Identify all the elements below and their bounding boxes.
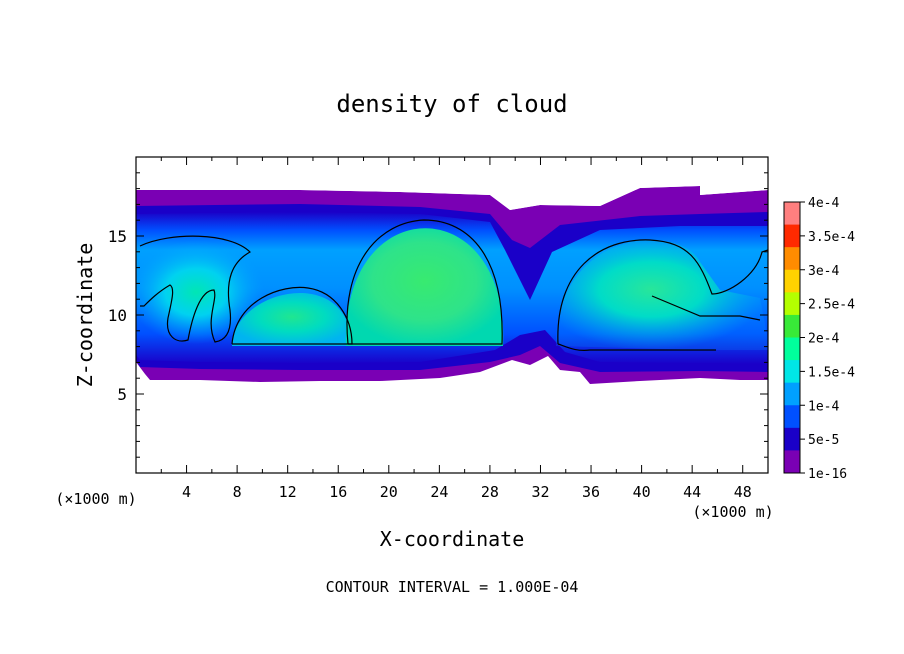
colorbar-label: 5e-5 (808, 433, 839, 448)
colorbar-label: 4e-4 (808, 196, 839, 211)
x-tick-label: 28 (481, 483, 499, 501)
x-tick-labels: 4 8 12 16 20 24 28 32 36 40 44 48 (182, 483, 752, 501)
x-unit-left: (×1000 m) (55, 490, 136, 508)
x-tick-label: 48 (734, 483, 752, 501)
x-tick-label: 40 (633, 483, 651, 501)
colorbar-label: 2.5e-4 (808, 298, 855, 313)
cloud-gap-top (136, 157, 768, 210)
colorbar-label: 1e-4 (808, 399, 839, 414)
colorbar-swatch (784, 224, 800, 248)
colorbar-label: 1e-16 (808, 467, 847, 482)
colorbar-swatch (784, 337, 800, 361)
contour-low-dome (231, 286, 353, 345)
x-unit-right: (×1000 m) (692, 503, 773, 521)
x-tick-label: 20 (380, 483, 398, 501)
y-tick-labels: 5 10 15 (108, 227, 127, 404)
y-axis-label: Z-coordinate (73, 243, 97, 388)
y-tick-label: 15 (108, 227, 127, 246)
cell-right-fill (556, 239, 768, 350)
x-tick-label: 36 (582, 483, 600, 501)
density-field (136, 157, 768, 473)
colorbar-swatch (784, 450, 800, 474)
colorbar-swatch (784, 382, 800, 406)
colorbar-swatch (784, 314, 800, 338)
colorbar-swatch (784, 360, 800, 384)
x-tick-label: 16 (329, 483, 347, 501)
axis-ticks (135, 157, 769, 473)
x-tick-label: 24 (430, 483, 448, 501)
colorbar-label: 3e-4 (808, 264, 839, 279)
colorbar-swatch (784, 269, 800, 293)
x-tick-label: 8 (233, 483, 242, 501)
colorbar (783, 201, 805, 474)
colorbar-swatch (784, 405, 800, 429)
colorbar-swatch (784, 247, 800, 271)
y-tick-label: 5 (117, 385, 127, 404)
contour-right (557, 239, 768, 351)
x-tick-label: 32 (531, 483, 549, 501)
contour-big-dome (346, 219, 503, 345)
cell-low-dome-fill (232, 292, 352, 346)
contour-interval-note: CONTOUR INTERVAL = 1.000E-04 (326, 578, 579, 596)
y-tick-label: 10 (108, 306, 127, 325)
x-axis-label: X-coordinate (380, 527, 525, 551)
cloud-gap (500, 360, 590, 473)
chart-title: density of cloud (336, 90, 567, 118)
colorbar-label: 1.5e-4 (808, 365, 855, 380)
x-tick-label: 44 (683, 483, 701, 501)
colorbar-swatch (784, 292, 800, 316)
colorbar-label: 2e-4 (808, 332, 839, 347)
x-tick-label: 4 (182, 483, 191, 501)
x-tick-label: 12 (279, 483, 297, 501)
colorbar-label: 3.5e-4 (808, 230, 855, 245)
colorbar-swatch (784, 427, 800, 451)
colorbar-swatch (784, 202, 800, 226)
colorbar-labels: 4e-4 3.5e-4 3e-4 2.5e-4 2e-4 1.5e-4 1e-4 5e-5 1e… (808, 196, 855, 482)
cell-big-dome-fill (345, 228, 504, 346)
contour-left (139, 235, 251, 343)
